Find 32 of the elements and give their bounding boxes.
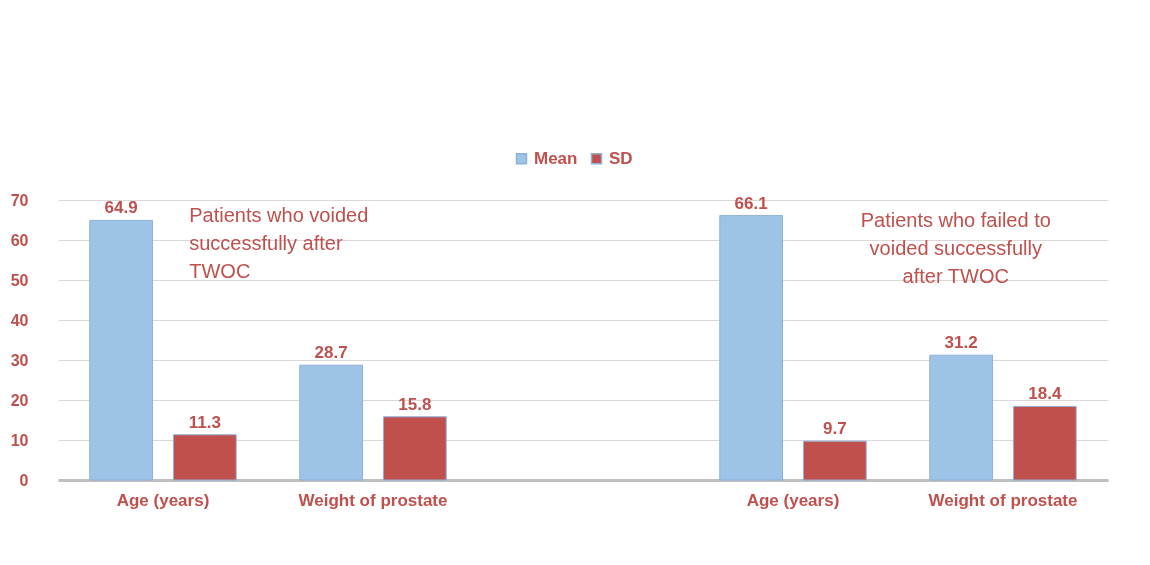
x-tick-label: Age (years): [746, 490, 840, 510]
y-tick-label: 50: [10, 271, 29, 289]
bar: [719, 215, 784, 481]
y-tick-label: 20: [10, 391, 29, 409]
x-tick-label: Weight of prostate: [928, 490, 1078, 510]
annotation: Patients who voided successfully after TWOC: [189, 203, 369, 282]
data-label: 31.2: [944, 333, 978, 353]
bar: [929, 354, 994, 481]
bar: [802, 440, 867, 481]
legend-label: Mean: [534, 148, 578, 168]
y-tick-label: 30: [10, 351, 29, 369]
data-label: 9.7: [823, 419, 847, 439]
data-label: 64.9: [104, 198, 138, 218]
bar: [1012, 405, 1077, 481]
y-tick-label: 70: [10, 191, 29, 209]
legend-label: SD: [609, 148, 633, 168]
x-tick-label: Weight of prostate: [298, 490, 448, 510]
y-tick-label: 10: [10, 431, 29, 449]
x-tick-label: Age (years): [116, 490, 210, 510]
y-tick-label: 60: [10, 231, 29, 249]
bar: [299, 364, 364, 481]
data-label: 28.7: [314, 343, 348, 363]
y-tick-label: 0: [19, 471, 29, 489]
bar: [382, 416, 447, 481]
bar: [89, 219, 154, 481]
annotation: Patients who failed to voided successfully after TWOC: [860, 209, 1051, 288]
data-label: 11.3: [188, 412, 221, 432]
data-label: 15.8: [398, 394, 432, 414]
data-label: 66.1: [734, 193, 768, 213]
data-label: 18.4: [1028, 384, 1062, 404]
bar: [172, 434, 237, 481]
y-tick-label: 40: [10, 311, 29, 329]
